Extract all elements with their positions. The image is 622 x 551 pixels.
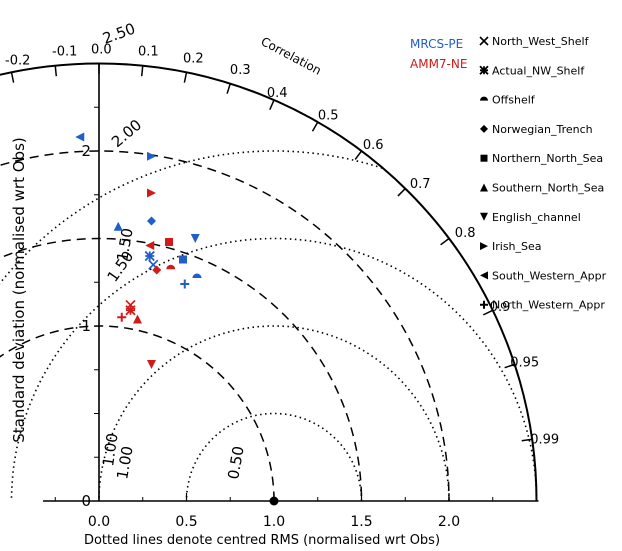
rms-arc-label: 1.00 — [113, 445, 137, 481]
correlation-tick — [311, 121, 319, 132]
point-amm7-ne-offshelf — [166, 264, 176, 270]
correlation-tick-label: 0.95 — [510, 356, 539, 371]
x-tick-label: 1.0 — [263, 514, 285, 530]
correlation-tick — [482, 309, 494, 316]
correlation-tick-label: -0.1 — [52, 45, 77, 60]
point-mrcs-pe-english-channel — [190, 234, 200, 243]
point-amm7-ne-south-western-appr — [145, 241, 155, 250]
point-mrcs-pe-irish-sea — [147, 151, 156, 161]
legend-symbol-english-channel — [480, 212, 488, 221]
correlation-tick — [226, 83, 231, 94]
std-arc-label: 1.00 — [99, 432, 121, 468]
axis-labels: Dotted lines denote centred RMS (normali… — [10, 137, 440, 548]
y-tick-label: 1 — [81, 317, 91, 335]
correlation-tick — [183, 72, 188, 83]
point-amm7-ne-north-western-appr — [117, 312, 127, 322]
rms-arcs: 0.50 1.00 1.50 — [0, 150, 538, 501]
x-tick-label: 0.5 — [175, 514, 197, 530]
legend-region-label: North_West_Shelf — [492, 35, 590, 48]
legend: MRCS-PE AMM7-NE North_West_Shelf Actual_NW_… — [410, 35, 607, 312]
legend-model-label: MRCS-PE — [410, 37, 463, 51]
rms-arc-0 — [185, 412, 363, 501]
correlation-tick — [440, 237, 450, 246]
point-amm7-ne-norwegian-trench — [152, 265, 162, 275]
legend-symbol-irish-sea — [480, 242, 488, 251]
correlation-tick-label: 0.99 — [530, 433, 559, 448]
rms-arc-label: 1.50 — [113, 227, 137, 263]
legend-symbol-north-west-shelf — [479, 36, 489, 46]
correlation-tick-label: 0.2 — [183, 51, 204, 66]
point-mrcs-pe-actual-nw-shelf — [144, 250, 155, 262]
correlation-tick — [504, 363, 515, 369]
point-mrcs-pe-norwegian-trench — [147, 216, 156, 226]
point-mrcs-pe-south-western-appr — [75, 132, 85, 142]
point-amm7-ne-actual-nw-shelf — [125, 305, 136, 316]
legend-region-label: South_Western_Appr — [492, 269, 607, 282]
correlation-tick — [397, 188, 406, 197]
x-tick-label: 2.0 — [438, 514, 460, 530]
correlation-tick-label: 0.1 — [138, 45, 159, 60]
correlation-tick — [140, 65, 144, 77]
correlation-label: Correlation — [259, 34, 324, 77]
correlation-tick-label: -0.2 — [5, 53, 30, 68]
legend-region-label: English_channel — [492, 211, 581, 224]
rms-arc-1 — [98, 325, 450, 501]
legend-symbol-offshelf — [480, 96, 488, 101]
legend-symbol-northern-north-sea — [480, 154, 488, 162]
legend-region-label: Offshelf — [492, 94, 536, 107]
x-tick-label: 1.5 — [350, 514, 372, 530]
legend-symbol-south-western-appr — [480, 271, 488, 280]
y-tick-label: 0 — [81, 492, 91, 510]
rms-arc-label: 0.50 — [224, 445, 248, 481]
reference-point — [269, 496, 279, 506]
point-amm7-ne-english-channel — [147, 360, 156, 369]
y-tick-label: 2 — [81, 142, 91, 160]
point-mrcs-pe-southern-north-sea — [113, 221, 123, 231]
correlation-tick-label: 0.8 — [455, 226, 476, 241]
legend-model-label: AMM7-NE — [410, 57, 467, 71]
legend-region-label: Actual_NW_Shelf — [492, 64, 585, 77]
legend-region-label: Northern_North_Sea — [492, 152, 603, 165]
correlation-tick-label: 0.5 — [318, 109, 339, 124]
correlation-tick — [269, 99, 275, 110]
std-arc-label: 2.00 — [108, 116, 145, 151]
point-mrcs-pe-northern-north-sea — [179, 255, 187, 264]
point-amm7-ne-irish-sea — [147, 188, 156, 198]
correlation-tick-label: 0.0 — [91, 42, 112, 57]
correlation-axis: -0.2-0.1 0.0 0.1 0.20.30.40.50.60.70.80.90.… — [0, 34, 559, 502]
legend-region-label: Norwegian_Trench — [492, 123, 593, 136]
point-mrcs-pe-offshelf — [192, 273, 202, 278]
correlation-tick-label: 0.4 — [267, 86, 288, 101]
correlation-tick — [354, 150, 363, 160]
x-axis-title: Dotted lines denote centred RMS (normali… — [84, 533, 440, 548]
legend-region-label: Irish_Sea — [492, 240, 542, 253]
correlation-tick-label: 0.6 — [363, 138, 384, 153]
data-points — [75, 132, 202, 369]
y-axis-title: Standard deviation (normalised wrt Obs) — [10, 137, 28, 443]
point-amm7-ne-southern-north-sea — [133, 314, 142, 324]
correlation-tick-label: 0.7 — [410, 177, 431, 192]
correlation-arc — [0, 62, 538, 502]
point-mrcs-pe-north-western-appr — [180, 279, 190, 289]
rms-arc-3 — [0, 150, 383, 285]
legend-symbol-north-western-appr — [480, 300, 488, 309]
std-arc-2 — [0, 150, 450, 502]
legend-symbol-actual-nw-shelf — [479, 65, 489, 75]
correlation-tick-label: 0.9 — [490, 300, 511, 315]
legend-symbol-southern-north-sea — [480, 183, 488, 192]
rms-arc-2 — [10, 237, 538, 501]
legend-symbol-norwegian-trench — [480, 124, 488, 133]
x-tick-label: 0.0 — [88, 514, 110, 530]
point-amm7-ne-northern-north-sea — [165, 238, 173, 246]
legend-region-label: North_Western_Appr — [492, 299, 605, 312]
correlation-tick-label: 0.3 — [230, 63, 251, 78]
std-arc-1 — [0, 237, 363, 502]
legend-region-label: Southern_North_Sea — [492, 182, 604, 195]
correlation-tick — [10, 72, 15, 83]
correlation-tick — [54, 65, 58, 77]
correlation-tick — [521, 438, 533, 442]
